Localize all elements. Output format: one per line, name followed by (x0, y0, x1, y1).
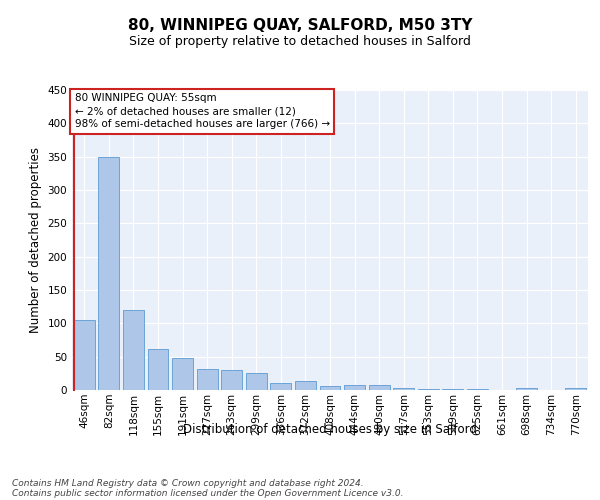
Bar (246, 374, 267, 390)
Text: Contains public sector information licensed under the Open Government Licence v3: Contains public sector information licen… (12, 488, 404, 498)
Bar (393, 388, 414, 390)
Bar (197, 370, 218, 390)
Bar (74, 320, 95, 390)
Text: Size of property relative to detached houses in Salford: Size of property relative to detached ho… (129, 35, 471, 48)
Text: 80, WINNIPEG QUAY, SALFORD, M50 3TY: 80, WINNIPEG QUAY, SALFORD, M50 3TY (128, 18, 472, 32)
Bar (172, 358, 193, 390)
Bar (565, 388, 586, 390)
Text: 80 WINNIPEG QUAY: 55sqm
← 2% of detached houses are smaller (12)
98% of semi-det: 80 WINNIPEG QUAY: 55sqm ← 2% of detached… (74, 93, 330, 130)
Bar (123, 310, 144, 390)
Bar (295, 380, 316, 390)
Bar (418, 388, 439, 390)
Bar (467, 388, 488, 390)
Text: Distribution of detached houses by size in Salford: Distribution of detached houses by size … (183, 422, 477, 436)
Y-axis label: Number of detached properties: Number of detached properties (29, 147, 42, 333)
Bar (221, 370, 242, 390)
Bar (516, 388, 537, 390)
Text: Contains HM Land Registry data © Crown copyright and database right 2024.: Contains HM Land Registry data © Crown c… (12, 478, 364, 488)
Bar (271, 382, 292, 390)
Bar (98, 156, 119, 390)
Bar (320, 386, 340, 390)
Bar (442, 388, 463, 390)
Bar (344, 386, 365, 390)
Bar (368, 386, 389, 390)
Bar (148, 348, 169, 390)
